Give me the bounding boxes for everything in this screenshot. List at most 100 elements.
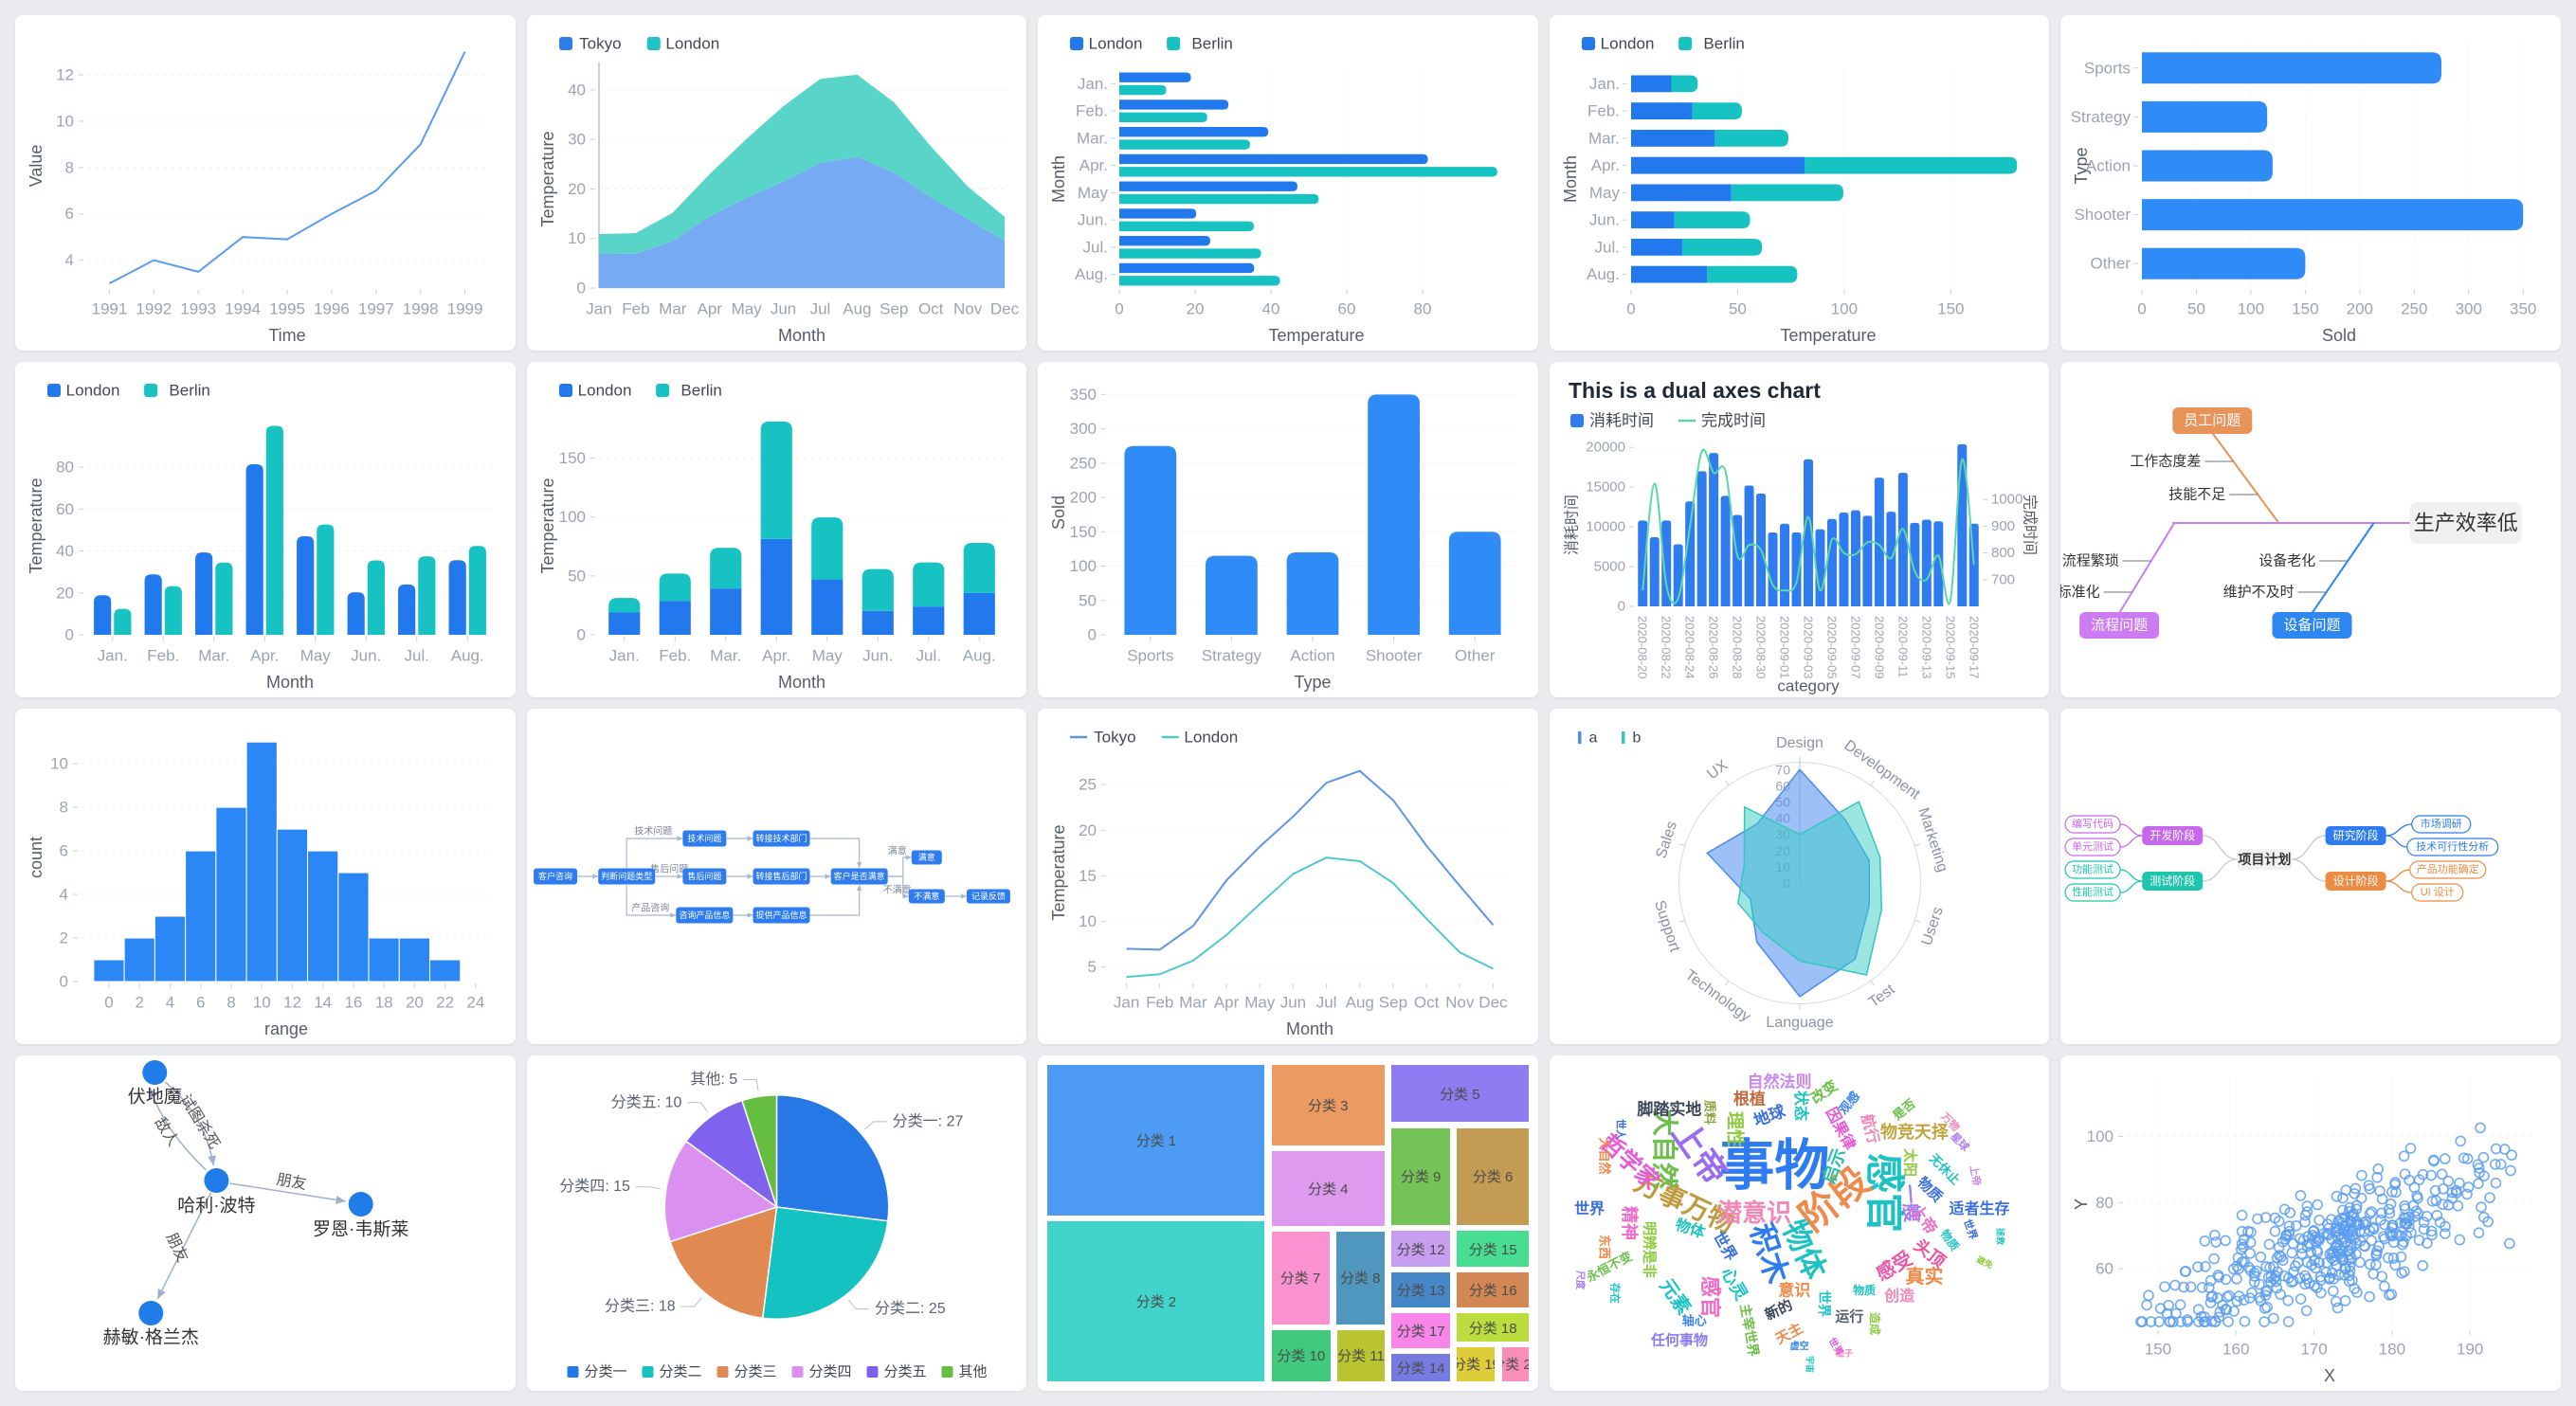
treemap-cell[interactable]: 分类 1 bbox=[1045, 1063, 1267, 1217]
bar-segment[interactable] bbox=[1674, 211, 1751, 229]
bar[interactable] bbox=[1862, 515, 1873, 606]
scatter-point[interactable] bbox=[2345, 1215, 2356, 1227]
treemap-cell[interactable]: 分类 6 bbox=[1455, 1126, 1531, 1228]
scatter-point[interactable] bbox=[2346, 1210, 2358, 1222]
scatter-point[interactable] bbox=[2237, 1209, 2248, 1221]
treemap-cell[interactable]: 分类 10 bbox=[1269, 1327, 1333, 1383]
wordcloud-chart[interactable]: 事物 感官 阶段 上帝 万事万物 潜意识 积木 物体 大自然 哲学家 物竞天择 适者生存 真实 感受 头顶创… bbox=[1550, 1055, 2050, 1391]
hist-bar[interactable] bbox=[429, 959, 462, 982]
bar-segment[interactable] bbox=[1692, 102, 1742, 120]
bar[interactable] bbox=[144, 574, 162, 635]
graph-node[interactable] bbox=[138, 1301, 164, 1325]
scatter-point[interactable] bbox=[2284, 1207, 2296, 1218]
bar[interactable] bbox=[1826, 518, 1837, 606]
scatter-point[interactable] bbox=[2329, 1273, 2340, 1285]
pie-chart[interactable]: 分类一: 27 分类二: 25 分类三: 18 分类四: 15 分类五: 10 其他: 5… bbox=[527, 1055, 1027, 1391]
scatter-point[interactable] bbox=[2282, 1294, 2295, 1307]
scatter-point[interactable] bbox=[2233, 1263, 2245, 1274]
treemap-cell[interactable]: 分类 19 bbox=[1455, 1344, 1497, 1383]
scatter-point[interactable] bbox=[2175, 1316, 2187, 1327]
bar[interactable] bbox=[1779, 523, 1789, 606]
scatter-point[interactable] bbox=[2354, 1256, 2367, 1269]
scatter-point[interactable] bbox=[2296, 1248, 2309, 1260]
cloud-word[interactable]: 上帝 bbox=[1967, 1164, 1983, 1188]
cloud-word[interactable]: 新的 bbox=[1763, 1296, 1796, 1325]
scatter-point[interactable] bbox=[2291, 1219, 2302, 1232]
scatter-point[interactable] bbox=[2293, 1256, 2304, 1269]
scatter-point[interactable] bbox=[2453, 1199, 2464, 1212]
mindmap-leaf[interactable] bbox=[2064, 883, 2122, 902]
scatter-point[interactable] bbox=[2373, 1240, 2386, 1253]
cloud-word[interactable]: 太阳 bbox=[1901, 1148, 1918, 1178]
scatter-point[interactable] bbox=[2367, 1268, 2380, 1280]
basic-line-chart[interactable]: 4 6 8 10 12 Value 1991 1992 1993 1994 1995 1996 1997… bbox=[15, 15, 516, 351]
scatter-point[interactable] bbox=[2345, 1223, 2356, 1235]
line-chart-canvas[interactable]: 4 6 8 10 12 Value 1991 1992 1993 1994 1995 1996 1997… bbox=[15, 15, 516, 351]
scatter-point[interactable] bbox=[2259, 1303, 2271, 1314]
scatter-point[interactable] bbox=[2435, 1217, 2446, 1228]
scatter-point[interactable] bbox=[2334, 1222, 2346, 1235]
scatter-chart[interactable]: 60 80 100 Y 150 160 170 180 190 X bbox=[2060, 1055, 2561, 1391]
legend-item[interactable]: 分类三 bbox=[717, 1364, 776, 1380]
scatter-point[interactable] bbox=[2153, 1316, 2166, 1327]
scatter-point[interactable] bbox=[2199, 1235, 2211, 1247]
scatter-point[interactable] bbox=[2214, 1306, 2226, 1318]
cloud-word[interactable]: 存在 bbox=[1608, 1283, 1621, 1305]
scatter-point[interactable] bbox=[2371, 1171, 2384, 1183]
scatter-point[interactable] bbox=[2240, 1315, 2251, 1327]
legend-item[interactable]: 消耗时间 bbox=[1569, 412, 1654, 430]
scatter-point[interactable] bbox=[2430, 1184, 2441, 1197]
cloud-word[interactable]: 上帝 bbox=[1907, 1201, 1942, 1238]
scatter-point[interactable] bbox=[2399, 1199, 2411, 1212]
bar[interactable] bbox=[1119, 84, 1167, 96]
scatter-point[interactable] bbox=[2286, 1247, 2298, 1259]
cloud-word[interactable]: 航行 bbox=[1858, 1112, 1882, 1146]
scatter-point[interactable] bbox=[2386, 1198, 2397, 1210]
scatter-point[interactable] bbox=[2283, 1316, 2295, 1327]
cloud-word[interactable]: 虚空 bbox=[1789, 1341, 1809, 1352]
bar[interactable] bbox=[1119, 139, 1251, 150]
hist-bar[interactable] bbox=[245, 741, 278, 982]
scatter-point[interactable] bbox=[2238, 1241, 2250, 1253]
legend-item[interactable]: Berlin bbox=[1167, 35, 1233, 53]
bar[interactable] bbox=[1119, 99, 1229, 110]
scatter-point[interactable] bbox=[2197, 1282, 2208, 1293]
scatter-point[interactable] bbox=[2396, 1251, 2407, 1263]
cloud-word[interactable]: 明辨是非 bbox=[1641, 1221, 1658, 1279]
legend-item[interactable]: Berlin bbox=[1678, 35, 1745, 53]
scatter-point[interactable] bbox=[2169, 1279, 2182, 1291]
treemap-cell[interactable]: 分类 20 bbox=[1499, 1344, 1531, 1383]
scatter-point[interactable] bbox=[2399, 1150, 2410, 1163]
horizontal-bar-chart[interactable]: 0 50 100 150 200 250 300 350 Sold Type Sports Strat… bbox=[2060, 15, 2561, 351]
scatter-point[interactable] bbox=[2313, 1234, 2325, 1245]
scatter-point[interactable] bbox=[2363, 1180, 2375, 1192]
scatter-point[interactable] bbox=[2301, 1305, 2313, 1317]
bar[interactable] bbox=[1720, 496, 1731, 606]
bar[interactable] bbox=[1803, 459, 1813, 606]
bar[interactable] bbox=[2142, 52, 2442, 84]
flow-node[interactable] bbox=[533, 868, 577, 885]
scatter-point[interactable] bbox=[2412, 1192, 2424, 1204]
cloud-word[interactable]: 质料 bbox=[1702, 1100, 1717, 1126]
bar[interactable] bbox=[1649, 537, 1660, 606]
scatter-point[interactable] bbox=[2213, 1270, 2224, 1281]
flow-node[interactable] bbox=[597, 868, 655, 885]
bar[interactable] bbox=[2142, 150, 2274, 182]
scatter-point[interactable] bbox=[2417, 1259, 2429, 1271]
scatter-point[interactable] bbox=[2419, 1223, 2430, 1235]
scatter-point[interactable] bbox=[2409, 1181, 2421, 1194]
series-line-London[interactable] bbox=[1126, 856, 1495, 979]
bar[interactable] bbox=[1119, 112, 1207, 122]
treemap-cell[interactable]: 分类 16 bbox=[1455, 1271, 1531, 1310]
bar[interactable] bbox=[1119, 248, 1261, 259]
scatter-point[interactable] bbox=[2386, 1186, 2399, 1198]
scatter-point[interactable] bbox=[2288, 1275, 2299, 1288]
bar-segment[interactable] bbox=[1630, 238, 1682, 256]
cloud-word[interactable]: 是否 bbox=[1890, 1095, 1919, 1123]
bar-segment[interactable] bbox=[1671, 75, 1698, 93]
bar-segment[interactable] bbox=[862, 568, 894, 611]
scatter-point[interactable] bbox=[2491, 1143, 2502, 1155]
scatter-point[interactable] bbox=[2255, 1252, 2267, 1263]
